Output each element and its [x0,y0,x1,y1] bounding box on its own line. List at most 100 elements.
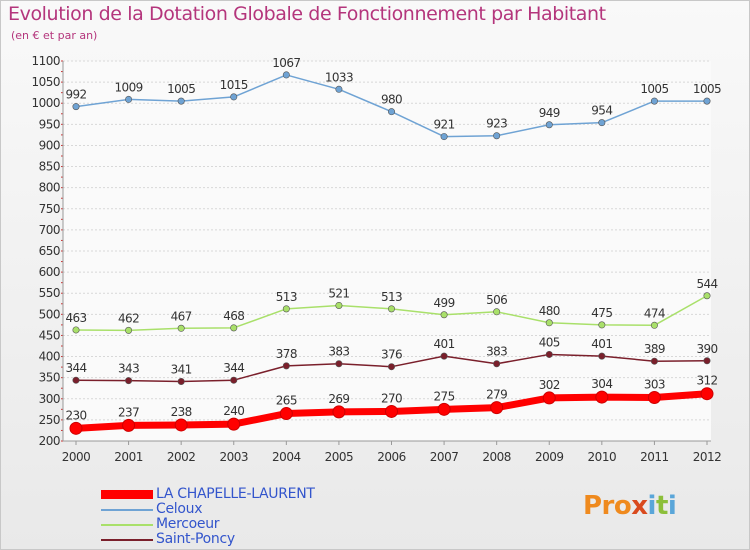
data-point [122,418,136,432]
data-label: 401 [591,337,612,351]
data-label: 462 [118,311,139,325]
x-tick-label: 2005 [325,450,354,464]
data-point [125,377,133,385]
data-point [282,71,290,79]
data-label: 389 [644,342,665,356]
data-label: 949 [539,106,560,120]
data-point [545,121,553,129]
data-label: 376 [381,348,402,362]
x-tick-label: 2002 [167,450,196,464]
y-tick-label: 750 [39,202,60,216]
data-label: 270 [381,391,402,405]
data-label: 506 [486,293,507,307]
data-label: 304 [591,377,612,391]
data-point [72,326,80,334]
chart-subtitle: (en € et par an) [11,29,98,42]
data-point [282,305,290,313]
data-label: 513 [381,290,402,304]
data-label: 513 [276,290,297,304]
y-tick-label: 1100 [31,54,60,68]
y-tick-label: 400 [39,350,60,364]
data-point [440,311,448,319]
data-label: 475 [591,306,612,320]
data-label: 1005 [167,82,195,96]
data-label: 954 [591,104,612,118]
data-label: 467 [171,309,192,323]
data-label: 499 [434,296,455,310]
data-point [595,390,609,404]
data-point [703,292,711,300]
data-point [125,95,133,103]
x-tick-label: 2011 [640,450,669,464]
data-point [545,350,553,358]
data-point [598,352,606,360]
legend-swatch [101,509,153,511]
data-point [230,376,238,384]
y-tick-label: 550 [39,286,60,300]
legend-swatch [101,524,153,526]
y-tick-label: 900 [39,138,60,152]
x-tick-label: 2008 [482,450,511,464]
data-label: 303 [644,378,665,392]
data-label: 230 [65,408,86,422]
data-point [490,401,504,415]
data-point [703,357,711,365]
data-label: 1009 [115,80,143,94]
data-point [545,319,553,327]
x-tick-label: 2006 [377,450,406,464]
y-tick-label: 800 [39,181,60,195]
data-label: 521 [328,286,349,300]
data-label: 1015 [220,78,248,92]
data-label: 405 [539,335,560,349]
data-label: 544 [696,277,717,291]
y-tick-label: 300 [39,392,60,406]
data-point [385,404,398,418]
data-point [387,305,395,313]
legend-label: Mercoeur [156,516,220,532]
y-tick-label: 650 [39,244,60,258]
data-point [227,417,241,431]
data-label: 474 [644,306,665,320]
data-point [493,132,501,140]
data-point [440,133,448,141]
x-tick-label: 2004 [272,450,301,464]
data-point [177,324,185,332]
y-tick-label: 350 [39,371,60,385]
data-point [542,391,556,405]
data-label: 921 [434,118,455,132]
y-tick-label: 700 [39,223,60,237]
legend-label: Celoux [156,501,203,517]
data-point [493,308,501,316]
data-label: 992 [65,88,86,102]
y-tick-label: 250 [39,413,60,427]
x-tick-label: 2012 [693,450,722,464]
data-point [700,387,714,401]
data-label: 279 [486,388,507,402]
data-label: 1005 [640,82,668,96]
data-label: 341 [171,362,192,376]
data-label: 1005 [693,82,721,96]
y-tick-label: 500 [39,307,60,321]
data-point [230,93,238,101]
data-point [437,402,451,416]
data-point [650,357,658,365]
data-label: 344 [65,361,86,375]
data-label: 401 [434,337,455,351]
x-tick-label: 2000 [62,450,91,464]
data-point [177,97,185,105]
data-point [230,324,238,332]
data-point [279,407,293,421]
data-point [703,97,711,105]
data-point [650,97,658,105]
data-point [69,421,83,435]
data-label: 344 [223,361,244,375]
legend-swatch [101,490,153,499]
data-point [598,321,606,329]
data-label: 383 [486,345,507,359]
y-tick-label: 1000 [31,96,60,110]
x-tick-label: 2001 [114,450,143,464]
data-label: 923 [486,117,507,131]
proxiti-logo: Proxiti [583,491,677,521]
data-point [598,119,606,127]
